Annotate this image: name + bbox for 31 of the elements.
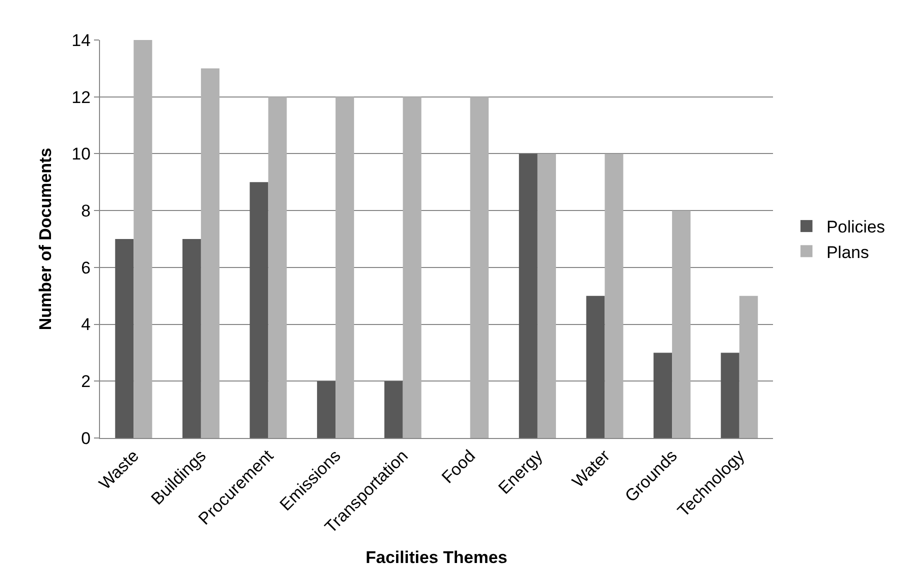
bar (518, 154, 538, 438)
bar (470, 96, 489, 438)
bar (134, 40, 152, 438)
y-tick-label: 10 (72, 144, 91, 164)
y-tick-label: 2 (81, 372, 91, 392)
legend-label: Policies (826, 218, 886, 237)
bar (250, 182, 268, 438)
bar (720, 352, 740, 438)
bar (268, 96, 287, 438)
y-tick-label: 12 (72, 88, 91, 107)
bar (200, 68, 220, 438)
bar (586, 296, 605, 438)
x-axis-title: Facilities Themes (366, 548, 508, 568)
y-tick-label: 4 (81, 315, 91, 334)
bar (336, 96, 354, 438)
bar (317, 381, 336, 438)
bar (182, 239, 201, 438)
bar (115, 239, 134, 438)
y-tick-label: 6 (81, 258, 91, 278)
bar (604, 154, 624, 438)
y-axis-title: Number of Documents (36, 148, 56, 330)
bar (384, 381, 403, 438)
y-tick-label: 8 (81, 202, 91, 221)
y-tick-label: 14 (72, 30, 91, 50)
y-tick-label: 0 (81, 428, 91, 448)
bar (537, 154, 556, 438)
bar (672, 210, 691, 438)
bar (739, 296, 758, 438)
bar (654, 352, 672, 438)
bar (402, 96, 422, 438)
legend-label: Plans (826, 242, 869, 262)
